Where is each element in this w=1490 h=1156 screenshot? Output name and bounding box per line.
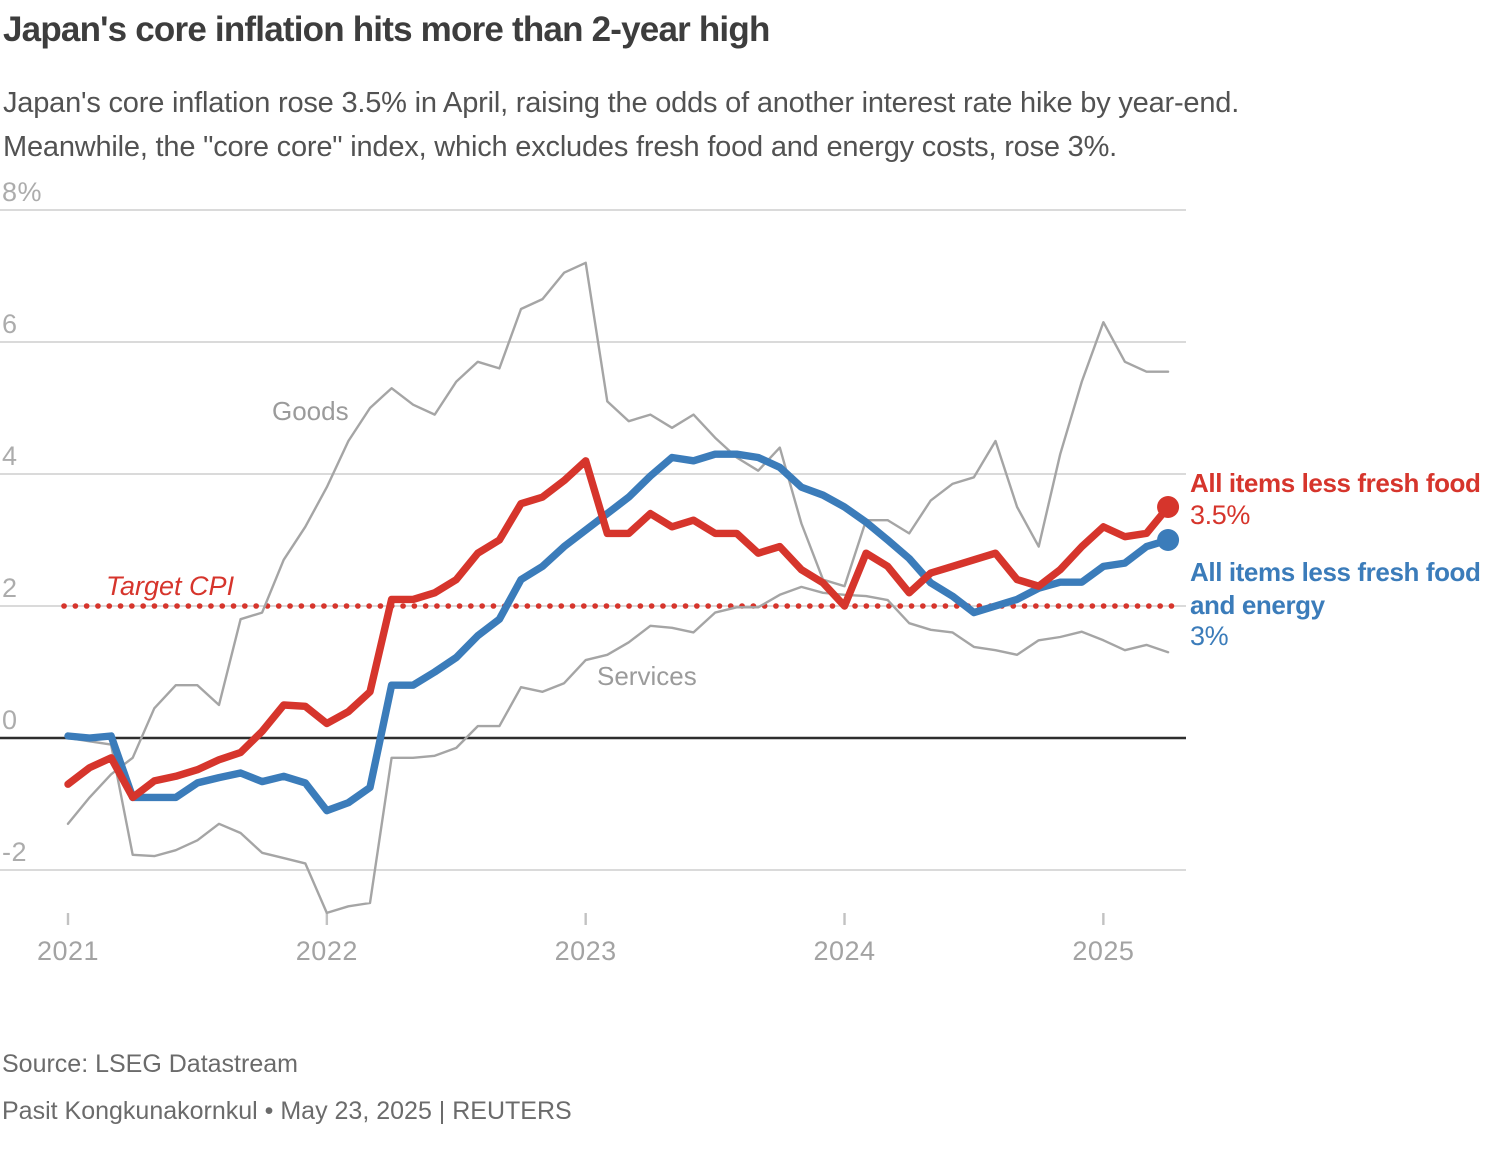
goods-series-label: Goods [272,396,349,426]
legend-red-value: 3.5% [1190,500,1250,530]
y-axis-label-6: 6 [2,309,18,339]
x-axis-label-2025: 2025 [1072,936,1135,966]
legend-blue-value: 3% [1190,621,1229,651]
legend-blue-title-line1: All items less fresh food [1190,557,1481,587]
x-axis-label-2022: 2022 [295,936,358,966]
series-line-all-items-less-fresh-food-and-energy [64,450,1172,815]
x-axis-label-2021: 2021 [36,936,100,966]
y-axis-label-2: 2 [2,573,18,603]
y-axis-label-8: 8% [2,177,43,207]
y-axis-label--2: -2 [2,837,28,867]
x-axis-label-2024: 2024 [813,936,876,966]
x-axis-label-2023: 2023 [554,936,617,966]
legend-red-title: All items less fresh food [1190,468,1481,498]
y-axis-label-0: 0 [2,705,18,735]
byline: Pasit Kongkunakornkul • May 23, 2025 | R… [2,1097,572,1125]
chart-title: Japan's core inflation hits more than 2-… [3,10,770,49]
series-line-goods [66,261,1170,825]
y-axis-label-4: 4 [2,441,18,471]
series-end-dot-all-items-less-fresh-food-and-energy [1157,529,1180,551]
series-line-services [66,585,1170,915]
chart-subtitle-line2: Meanwhile, the "core core" index, which … [3,131,1118,163]
series-end-dot-all-items-less-fresh-food [1157,496,1180,518]
legend-blue-title-line2: and energy [1190,590,1325,620]
series-line-all-items-less-fresh-food [64,457,1172,802]
source-note: Source: LSEG Datastream [2,1050,298,1078]
services-series-label: Services [597,661,697,691]
target-cpi-label: Target CPI [106,571,235,601]
chart-subtitle-line1: Japan's core inflation rose 3.5% in Apri… [3,87,1240,119]
